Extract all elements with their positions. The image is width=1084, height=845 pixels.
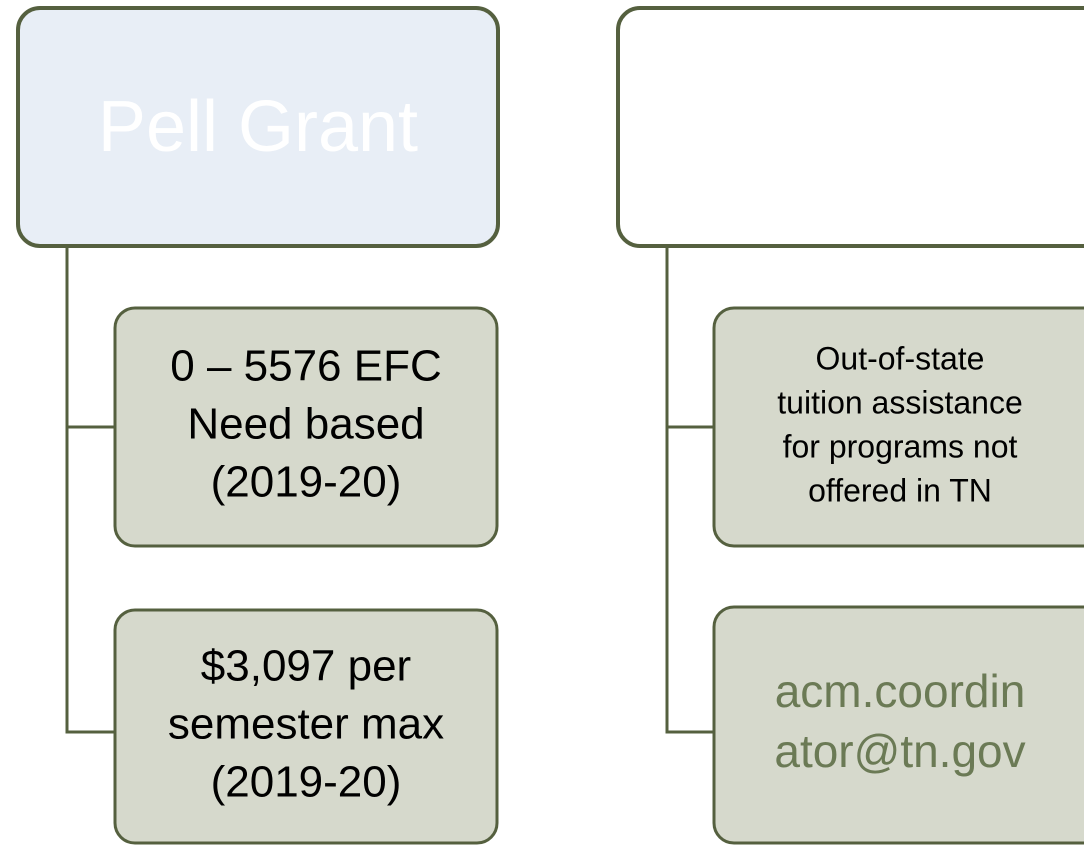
connectors bbox=[65, 246, 714, 734]
connector-left bbox=[65, 246, 115, 734]
item-box bbox=[113, 306, 499, 548]
item-text-line: ator@tn.gov bbox=[774, 725, 1025, 777]
item-text-line: 0 – 5576 EFC bbox=[170, 342, 442, 391]
item-box bbox=[113, 608, 499, 845]
connector-right bbox=[665, 246, 714, 734]
item-text-line: $3,097 per bbox=[201, 642, 411, 691]
item-text-line: (2019-20) bbox=[211, 458, 402, 507]
item-text-line: acm.coordin bbox=[775, 665, 1026, 717]
item-box bbox=[712, 605, 1084, 845]
item-text-line: (2019-20) bbox=[211, 758, 402, 807]
item-text-line: Need based bbox=[187, 400, 424, 449]
item-text-line: offered in TN bbox=[808, 472, 992, 508]
header-title: Pell Grant bbox=[98, 87, 418, 167]
item-text-line: Out-of-state bbox=[816, 340, 985, 376]
item-text-line: for programs not bbox=[783, 428, 1018, 464]
header-box bbox=[16, 6, 500, 248]
item-box bbox=[712, 306, 1084, 548]
item-text-line: tuition assistance bbox=[777, 384, 1022, 420]
item-text-line: semester max bbox=[168, 700, 444, 749]
header-box bbox=[616, 6, 1084, 248]
